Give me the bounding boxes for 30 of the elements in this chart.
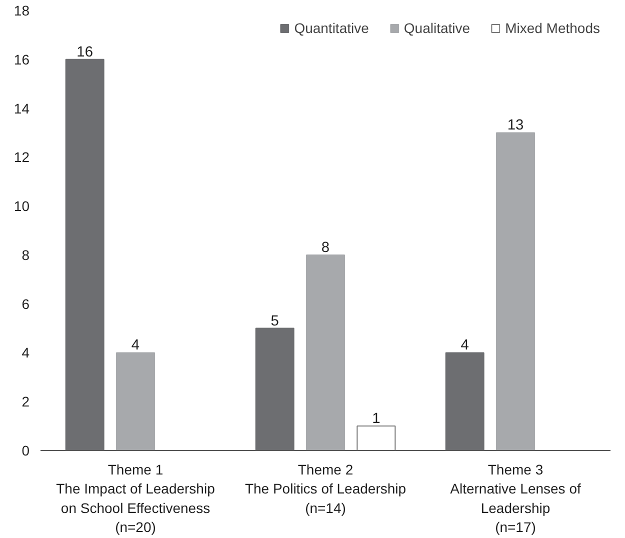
y-tick-label: 6 [22, 296, 30, 312]
y-tick-label: 16 [14, 51, 30, 68]
bar [116, 352, 155, 450]
bar [65, 58, 104, 450]
bar [496, 132, 535, 450]
data-label: 8 [321, 240, 330, 256]
legend-label: Qualitative [404, 20, 470, 36]
y-tick-label: 8 [22, 246, 30, 263]
y-tick-label: 18 [14, 2, 30, 18]
x-tick-label: Theme 1 The Impact of Leadership on School Effectiveness (n=20) [56, 462, 216, 536]
bar [445, 352, 484, 450]
y-tick-label: 2 [22, 394, 30, 410]
data-label: 4 [460, 338, 469, 354]
bar [306, 254, 345, 450]
data-label: 16 [76, 44, 93, 60]
legend-label: Mixed Methods [505, 20, 600, 36]
y-tick-label: 0 [22, 442, 30, 458]
y-tick-label: 14 [14, 100, 30, 116]
legend-label: Quantitative [294, 20, 369, 36]
x-tick-label: Theme 2 The Politics of Leadership (n=14) [244, 462, 406, 516]
data-label: 4 [131, 338, 140, 354]
bar [255, 328, 294, 450]
x-tick-label: Theme 3 Alternative Lenses of Leadership (n=17) [450, 462, 581, 536]
bar [356, 426, 396, 450]
data-label: 13 [507, 118, 524, 134]
data-label: 1 [372, 411, 380, 428]
y-tick-label: 4 [22, 344, 30, 361]
y-tick-label: 12 [14, 149, 30, 166]
data-label: 5 [270, 313, 279, 330]
y-tick-label: 10 [14, 198, 30, 214]
